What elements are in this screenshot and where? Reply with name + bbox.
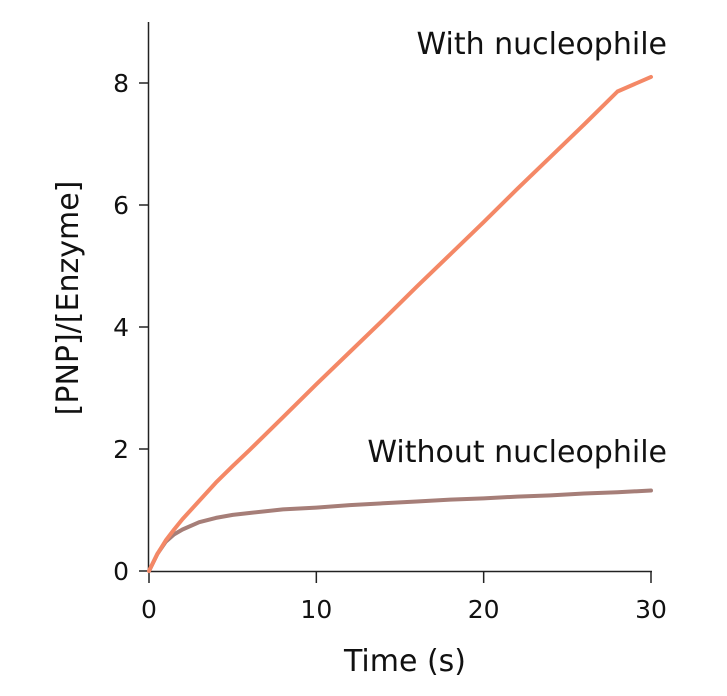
series-line-with-nucleophile (147, 74, 653, 573)
y-axis-title: [PNP]/[Enzyme] (51, 181, 86, 416)
x-ticks: 0 10 20 30 (141, 571, 667, 624)
y-tick-label: 4 (113, 313, 129, 342)
x-tick-label: 10 (300, 595, 332, 624)
axes (147, 22, 652, 573)
series-label-without-nucleophile: Without nucleophile (367, 435, 667, 470)
y-ticks: 0 2 4 6 8 (113, 69, 149, 586)
y-tick-label: 8 (113, 69, 129, 98)
x-tick-label: 30 (635, 595, 667, 624)
series-lines (147, 74, 653, 573)
x-axis-title: Time (s) (343, 644, 466, 679)
y-tick-label: 0 (113, 557, 129, 586)
x-tick-label: 20 (468, 595, 500, 624)
series-line-without-nucleophile (147, 488, 653, 573)
y-tick-label: 6 (113, 191, 129, 220)
y-tick-label: 2 (113, 435, 129, 464)
series-label-with-nucleophile: With nucleophile (416, 27, 667, 62)
x-tick-label: 0 (141, 595, 157, 624)
